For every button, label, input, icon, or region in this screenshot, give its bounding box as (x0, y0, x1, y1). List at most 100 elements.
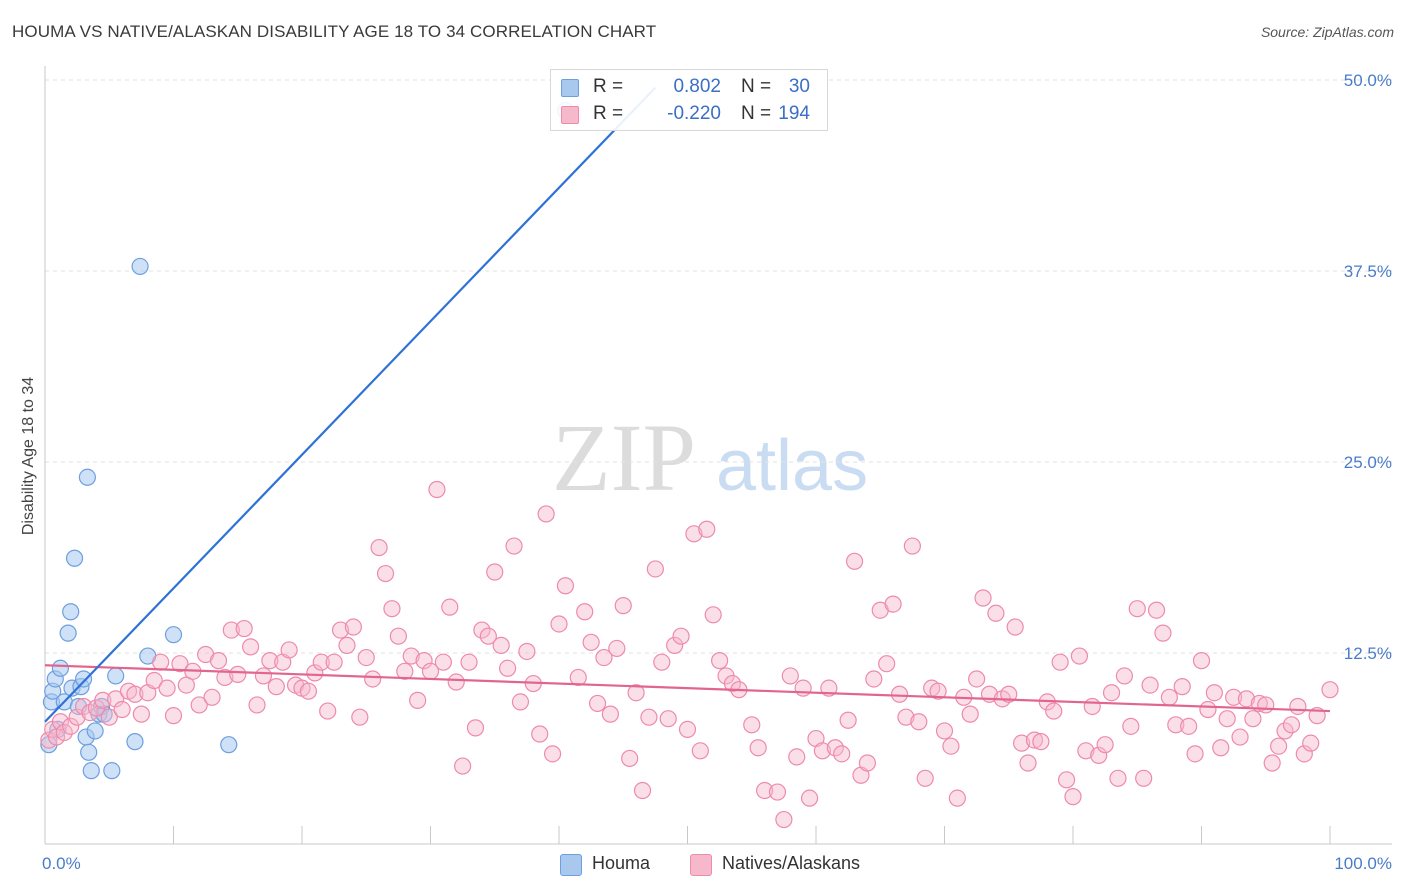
natives-point (492, 636, 510, 654)
natives-point (409, 691, 427, 709)
natives-point (1147, 601, 1166, 619)
natives-point (1012, 734, 1031, 752)
houma-point (62, 603, 80, 621)
natives-point (486, 563, 504, 581)
natives-point (325, 653, 343, 671)
natives-point (1237, 690, 1256, 708)
natives-point (974, 589, 992, 607)
natives-point (1269, 737, 1288, 755)
legend-label: Houma (592, 853, 651, 873)
houma-point (220, 736, 238, 754)
natives-point (1225, 688, 1243, 706)
natives-point (1289, 697, 1307, 716)
natives-point (499, 659, 517, 677)
natives-point (968, 670, 986, 688)
houma-point (131, 257, 149, 276)
natives-point (826, 739, 844, 757)
natives-point (614, 597, 632, 615)
x-tick-label: 0.0% (42, 854, 81, 873)
natives-point (107, 690, 125, 708)
natives-point (364, 670, 382, 688)
houma-point (80, 743, 98, 761)
natives-point (910, 713, 928, 731)
houma-point (107, 667, 125, 685)
natives-point (775, 810, 793, 829)
natives-point (1109, 769, 1127, 787)
natives-point (1321, 681, 1339, 699)
natives-point (1173, 678, 1191, 696)
natives-point (704, 606, 722, 624)
houma-point (126, 733, 144, 751)
natives-point (51, 713, 70, 731)
natives-point (1199, 700, 1217, 719)
watermark-zip: ZIP (552, 404, 696, 511)
natives-point (948, 789, 966, 807)
natives-point (1135, 769, 1153, 787)
natives-point (383, 600, 401, 618)
correlation-legend: R = 0.802 N = 30 R = -0.220 N = 194 (550, 69, 828, 131)
chart-title: HOUMA VS NATIVE/ALASKAN DISABILITY AGE 1… (12, 22, 657, 41)
natives-trend-line (44, 664, 1331, 713)
y-tick-label: 37.5% (1344, 262, 1392, 281)
natives-point (1154, 624, 1172, 642)
natives-point (865, 670, 883, 688)
natives-point (653, 653, 671, 671)
natives-point (55, 723, 73, 742)
r-value: 0.802 (673, 76, 721, 97)
n-value: 30 (788, 76, 810, 97)
natives-point (698, 520, 716, 538)
natives-point (190, 696, 208, 714)
natives-point (145, 671, 163, 690)
natives-point (788, 748, 806, 766)
natives-point (370, 538, 388, 557)
natives-point (209, 652, 228, 670)
natives-point (1070, 647, 1089, 665)
natives-point (1263, 754, 1281, 772)
natives-point (68, 708, 86, 726)
natives-point (351, 708, 369, 726)
natives-point (1180, 717, 1198, 735)
natives-point (1295, 745, 1313, 763)
natives-point (158, 679, 176, 697)
natives-point (576, 603, 594, 621)
natives-point (62, 717, 80, 735)
natives-point (678, 720, 697, 739)
natives-point (929, 682, 947, 700)
natives-point (556, 577, 575, 595)
natives-swatch (561, 106, 579, 124)
natives-point (987, 604, 1005, 622)
natives-point (1025, 731, 1044, 749)
natives-point (800, 789, 819, 807)
natives-point (376, 564, 395, 583)
natives-point (601, 705, 620, 723)
natives-point (1006, 618, 1024, 636)
natives-point (1000, 685, 1018, 703)
houma-point (103, 762, 121, 780)
natives-point (1231, 728, 1249, 746)
r-value: -0.220 (667, 103, 721, 124)
natives-point (177, 676, 195, 694)
natives-point (858, 754, 877, 772)
natives-point (595, 648, 613, 667)
natives-point (691, 742, 709, 760)
natives-point (306, 664, 324, 682)
houma-swatch (560, 854, 582, 876)
y-tick-label: 50.0% (1344, 71, 1392, 90)
houma-point (59, 624, 77, 642)
natives-point (755, 781, 774, 800)
natives-point (280, 641, 298, 659)
natives-point (633, 781, 652, 800)
watermark-atlas: atlas (716, 426, 868, 506)
natives-point (460, 653, 478, 671)
natives-point (743, 716, 761, 734)
natives-point (1141, 676, 1159, 694)
natives-point (216, 668, 234, 687)
natives-point (537, 505, 555, 523)
natives-point (672, 627, 690, 645)
y-tick-label: 25.0% (1344, 453, 1392, 472)
houma-trend-line (44, 86, 657, 723)
natives-point (839, 711, 857, 729)
natives-point (1051, 653, 1069, 671)
natives-point (543, 745, 562, 763)
natives-point (357, 648, 375, 667)
